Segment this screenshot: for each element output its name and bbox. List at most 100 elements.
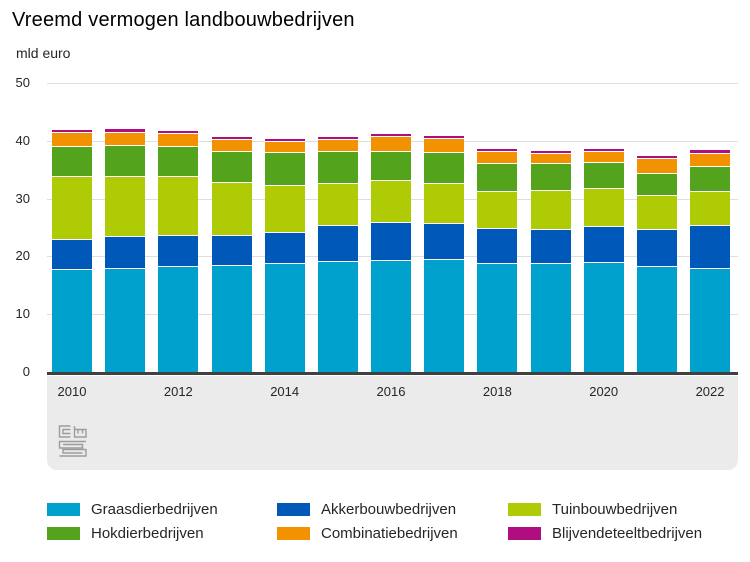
bar-2017 [424,135,465,372]
bar-segment-akkerbouwbedrijven-2020[interactable] [583,226,624,263]
bar-segment-blijvendeteeltbedrijven-2015[interactable] [317,136,358,141]
bar-segment-hokdierbedrijven-2018[interactable] [477,163,518,193]
bar-segment-blijvendeteeltbedrijven-2013[interactable] [211,136,252,140]
bar-segment-akkerbouwbedrijven-2016[interactable] [371,223,412,261]
bar-segment-blijvendeteeltbedrijven-2020[interactable] [583,149,624,153]
legend-item-akkerbouwbedrijven[interactable]: Akkerbouwbedrijven [277,501,456,518]
bar-segment-graasdierbedrijven-2020[interactable] [583,262,624,372]
bar-segment-hokdierbedrijven-2014[interactable] [264,153,305,186]
legend-item-hokdierbedrijven[interactable]: Hokdierbedrijven [47,525,204,542]
bar-segment-akkerbouwbedrijven-2011[interactable] [105,237,146,270]
bar-segment-blijvendeteeltbedrijven-2022[interactable] [690,150,731,154]
bar-segment-combinatiebedrijven-2017[interactable] [424,139,465,153]
bar-segment-graasdierbedrijven-2011[interactable] [105,269,146,372]
y-axis-tick-label-0: 0 [22,364,30,379]
bar-segment-tuinbouwbedrijven-2014[interactable] [264,185,305,234]
x-axis-band [47,376,738,470]
bar-segment-tuinbouwbedrijven-2022[interactable] [690,192,731,227]
legend-label-graasdierbedrijven: Graasdierbedrijven [91,501,218,518]
bar-segment-blijvendeteeltbedrijven-2014[interactable] [264,139,305,142]
x-axis-tick-label-2020: 2020 [589,384,619,399]
bar-segment-graasdierbedrijven-2013[interactable] [211,266,252,372]
bar-segment-hokdierbedrijven-2016[interactable] [371,151,412,182]
bar-segment-akkerbouwbedrijven-2018[interactable] [477,228,518,264]
legend-item-blijvendeteeltbedrijven[interactable]: Blijvendeteeltbedrijven [508,525,702,542]
bar-segment-hokdierbedrijven-2012[interactable] [158,146,199,178]
bar-segment-combinatiebedrijven-2018[interactable] [477,151,518,164]
bar-segment-combinatiebedrijven-2010[interactable] [52,133,92,148]
legend-label-blijvendeteeltbedrijven: Blijvendeteeltbedrijven [552,525,703,542]
bar-2019 [530,150,571,372]
bar-segment-akkerbouwbedrijven-2014[interactable] [264,233,305,265]
bar-segment-graasdierbedrijven-2021[interactable] [636,266,677,372]
bar-segment-tuinbouwbedrijven-2011[interactable] [105,176,146,238]
bar-segment-hokdierbedrijven-2020[interactable] [583,162,624,190]
bar-segment-hokdierbedrijven-2011[interactable] [105,145,146,177]
y-axis-unit-label: mld euro [16,45,71,61]
bar-segment-tuinbouwbedrijven-2020[interactable] [583,189,624,227]
bar-segment-tuinbouwbedrijven-2017[interactable] [424,183,465,224]
bar-segment-blijvendeteeltbedrijven-2017[interactable] [424,135,465,140]
x-axis-line [47,372,738,375]
bar-segment-combinatiebedrijven-2021[interactable] [636,159,677,174]
bar-segment-tuinbouwbedrijven-2021[interactable] [636,195,677,230]
bar-2011 [105,129,146,372]
legend-label-hokdierbedrijven: Hokdierbedrijven [91,525,204,542]
legend-item-graasdierbedrijven[interactable]: Graasdierbedrijven [47,501,218,518]
bar-segment-tuinbouwbedrijven-2010[interactable] [52,177,92,241]
bar-segment-combinatiebedrijven-2015[interactable] [317,140,358,153]
bar-segment-tuinbouwbedrijven-2019[interactable] [530,191,571,231]
bar-segment-akkerbouwbedrijven-2019[interactable] [530,230,571,264]
bar-2020 [583,149,624,372]
bar-segment-hokdierbedrijven-2017[interactable] [424,152,465,184]
bar-segment-blijvendeteeltbedrijven-2012[interactable] [158,130,199,135]
bar-segment-hokdierbedrijven-2021[interactable] [636,173,677,196]
bar-segment-combinatiebedrijven-2022[interactable] [690,153,731,168]
bar-segment-combinatiebedrijven-2012[interactable] [158,134,199,147]
bar-segment-akkerbouwbedrijven-2012[interactable] [158,235,199,267]
bar-segment-graasdierbedrijven-2015[interactable] [317,262,358,372]
bar-segment-tuinbouwbedrijven-2015[interactable] [317,184,358,227]
bar-segment-hokdierbedrijven-2015[interactable] [317,152,358,185]
bar-segment-hokdierbedrijven-2022[interactable] [690,167,731,193]
bar-segment-blijvendeteeltbedrijven-2018[interactable] [477,149,518,152]
bar-segment-akkerbouwbedrijven-2017[interactable] [424,223,465,261]
bar-segment-blijvendeteeltbedrijven-2011[interactable] [105,129,146,133]
bar-segment-tuinbouwbedrijven-2012[interactable] [158,177,199,236]
bar-segment-graasdierbedrijven-2022[interactable] [690,269,731,372]
bar-segment-hokdierbedrijven-2013[interactable] [211,151,252,183]
bar-segment-graasdierbedrijven-2012[interactable] [158,266,199,372]
bar-segment-tuinbouwbedrijven-2013[interactable] [211,182,252,236]
bar-segment-graasdierbedrijven-2014[interactable] [264,264,305,372]
bar-segment-graasdierbedrijven-2018[interactable] [477,263,518,372]
bar-segment-combinatiebedrijven-2019[interactable] [530,153,571,165]
bar-segment-graasdierbedrijven-2017[interactable] [424,260,465,372]
bar-segment-blijvendeteeltbedrijven-2016[interactable] [371,134,412,138]
bar-segment-graasdierbedrijven-2010[interactable] [52,270,92,372]
bar-segment-akkerbouwbedrijven-2013[interactable] [211,235,252,267]
x-axis-tick-label-2022: 2022 [695,384,725,399]
bar-segment-combinatiebedrijven-2014[interactable] [264,141,305,154]
legend-item-tuinbouwbedrijven[interactable]: Tuinbouwbedrijven [508,501,677,518]
bar-segment-combinatiebedrijven-2016[interactable] [371,137,412,152]
legend-item-combinatiebedrijven[interactable]: Combinatiebedrijven [277,525,458,542]
bar-segment-tuinbouwbedrijven-2018[interactable] [477,192,518,229]
bar-2018 [477,149,518,372]
bar-segment-combinatiebedrijven-2020[interactable] [583,152,624,163]
bar-segment-combinatiebedrijven-2013[interactable] [211,139,252,152]
x-axis-tick-label-2018: 2018 [482,384,512,399]
bar-segment-combinatiebedrijven-2011[interactable] [105,132,146,146]
bar-segment-graasdierbedrijven-2019[interactable] [530,263,571,372]
bar-segment-tuinbouwbedrijven-2016[interactable] [371,181,412,224]
bar-segment-akkerbouwbedrijven-2022[interactable] [690,226,731,270]
bar-segment-akkerbouwbedrijven-2010[interactable] [52,240,92,271]
bar-segment-hokdierbedrijven-2019[interactable] [530,164,571,192]
bar-segment-blijvendeteeltbedrijven-2021[interactable] [636,155,677,160]
bar-segment-akkerbouwbedrijven-2015[interactable] [317,226,358,263]
bar-segment-blijvendeteeltbedrijven-2019[interactable] [530,150,571,154]
bar-segment-blijvendeteeltbedrijven-2010[interactable] [52,129,92,134]
bar-segment-hokdierbedrijven-2010[interactable] [52,147,92,178]
bar-segment-akkerbouwbedrijven-2021[interactable] [636,229,677,267]
bar-segment-graasdierbedrijven-2016[interactable] [371,260,412,372]
